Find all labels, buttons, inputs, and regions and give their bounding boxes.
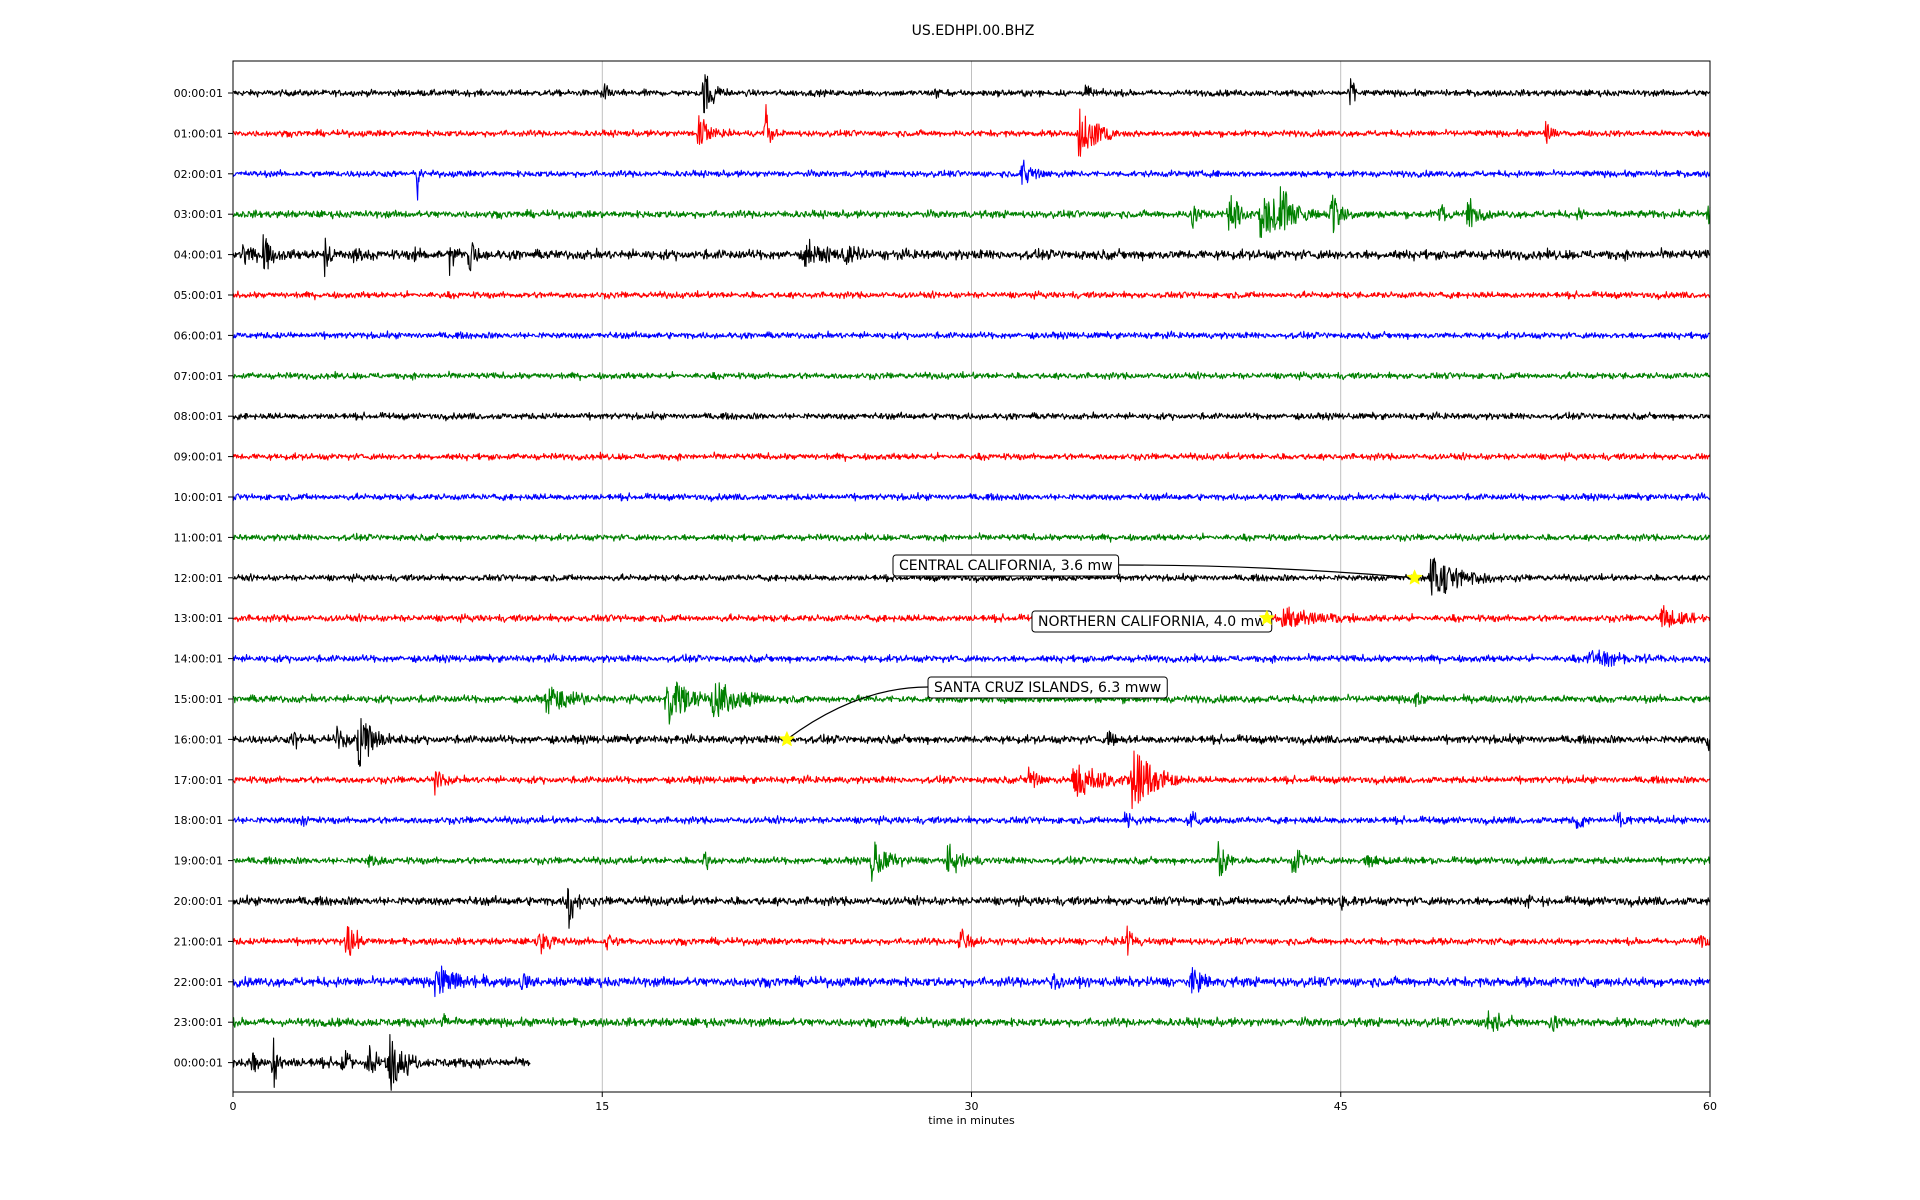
trace-row: [232, 604, 1711, 628]
event-label-box: [1031, 610, 1273, 633]
event-connector: [786, 686, 929, 740]
row-time-label: 01:00:01: [174, 127, 223, 140]
event-star-marker: [778, 730, 796, 747]
row-time-label: 22:00:01: [174, 976, 223, 989]
row-time-label: 18:00:01: [174, 814, 223, 827]
trace-row: [232, 649, 1710, 668]
event-label-box: [927, 676, 1168, 699]
event-annotation: SANTA CRUZ ISLANDS, 6.3 mww: [927, 676, 1168, 699]
trace-row: [232, 104, 1711, 157]
event-annotations: CENTRAL CALIFORNIA, 3.6 mw NORTHERN CALIF…: [778, 554, 1423, 747]
trace-row: [232, 74, 1711, 114]
row-time-labels: 00:00:01 01:00:01 02:00:01 03:00:01 04:00:01…: [174, 87, 233, 1070]
x-axis-ticks: 0 15 30 45 60: [230, 1092, 1717, 1113]
row-time-label: 17:00:01: [174, 774, 223, 787]
trace-row: [232, 234, 1711, 278]
trace-row: [232, 810, 1711, 829]
trace-row: [232, 965, 1711, 998]
event-star-marker: [1406, 569, 1423, 585]
row-time-label: 09:00:01: [174, 451, 223, 464]
event-label-box: [892, 554, 1120, 577]
trace-row: [232, 532, 1711, 543]
x-tick-label: 15: [595, 1100, 609, 1113]
trace-row: [232, 1034, 531, 1091]
event-star-marker: [1258, 609, 1276, 626]
row-time-label: 19:00:01: [174, 855, 223, 868]
row-time-label: 03:00:01: [174, 208, 223, 221]
row-time-label: 07:00:01: [174, 370, 223, 383]
row-time-label: 05:00:01: [174, 289, 223, 302]
trace-row: [232, 887, 1711, 929]
row-time-label: 06:00:01: [174, 329, 223, 342]
row-time-label: 15:00:01: [174, 693, 223, 706]
row-time-label: 04:00:01: [174, 249, 223, 262]
row-time-label: 20:00:01: [174, 895, 223, 908]
trace-row: [232, 750, 1711, 810]
row-time-label: 23:00:01: [174, 1016, 223, 1029]
trace-row: [232, 681, 1711, 725]
row-time-label: 00:00:01: [174, 1057, 223, 1070]
trace-row: [232, 840, 1711, 882]
trace-row: [232, 451, 1711, 462]
row-time-label: 14:00:01: [174, 653, 223, 666]
row-time-label: 13:00:01: [174, 612, 223, 625]
row-time-label: 12:00:01: [174, 572, 223, 585]
row-time-label: 00:00:01: [174, 87, 223, 100]
event-label: NORTHERN CALIFORNIA, 4.0 mw: [1038, 614, 1266, 630]
trace-row: [232, 411, 1711, 422]
trace-row: [232, 186, 1711, 239]
event-label: SANTA CRUZ ISLANDS, 6.3 mww: [934, 680, 1161, 696]
seismic-traces: [232, 74, 1711, 1091]
trace-row: [232, 290, 1711, 301]
trace-row: [232, 330, 1711, 341]
trace-row: [232, 491, 1711, 503]
x-axis-label: time in minutes: [928, 1114, 1015, 1127]
chart-title: US.EDHPI.00.BHZ: [912, 23, 1035, 39]
event-connector: [1118, 564, 1415, 579]
event-annotation: CENTRAL CALIFORNIA, 3.6 mw: [892, 554, 1120, 577]
row-time-label: 02:00:01: [174, 168, 223, 181]
trace-row: [232, 370, 1711, 382]
trace-row: [232, 717, 1711, 767]
row-time-label: 16:00:01: [174, 733, 223, 746]
row-time-label: 10:00:01: [174, 491, 223, 504]
x-tick-label: 45: [1334, 1100, 1348, 1113]
x-tick-label: 30: [965, 1100, 979, 1113]
event-label: CENTRAL CALIFORNIA, 3.6 mw: [899, 558, 1113, 574]
trace-row: [232, 159, 1711, 201]
trace-row: [232, 1010, 1711, 1032]
row-time-label: 21:00:01: [174, 935, 223, 948]
row-time-label: 08:00:01: [174, 410, 223, 423]
trace-row: [232, 925, 1711, 956]
event-annotation: NORTHERN CALIFORNIA, 4.0 mw: [1031, 610, 1273, 633]
x-tick-label: 60: [1703, 1100, 1717, 1113]
row-time-label: 11:00:01: [174, 531, 223, 544]
x-tick-label: 0: [230, 1100, 237, 1113]
